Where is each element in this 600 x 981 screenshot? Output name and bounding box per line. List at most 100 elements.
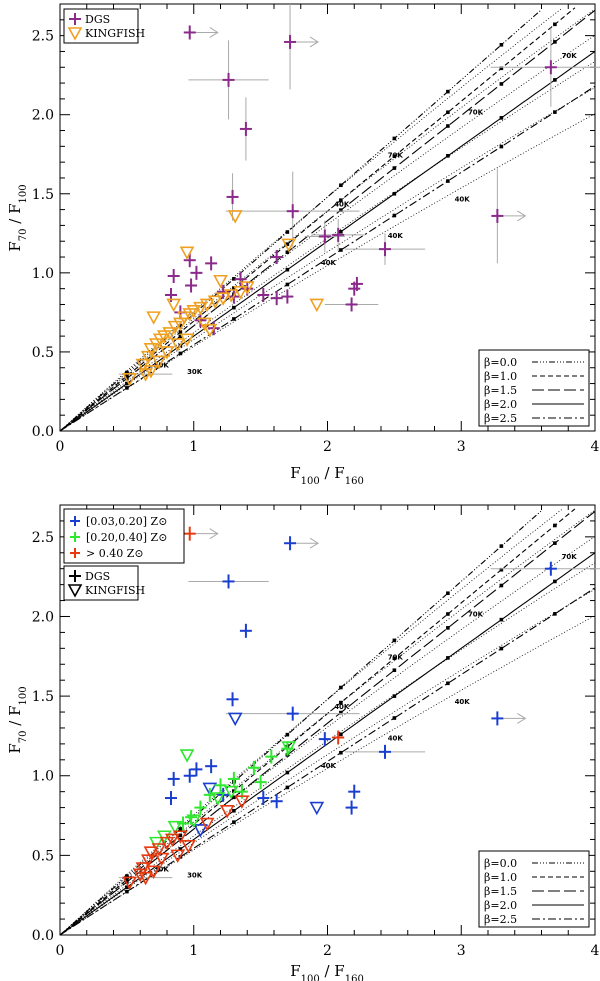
kingfish-triangle-marker: [186, 814, 202, 829]
model-temperature-marker: [178, 837, 183, 842]
model-legend-label: β=2.5: [484, 412, 517, 425]
model-temperature-marker: [232, 286, 236, 290]
model-temperature-marker: [285, 250, 290, 255]
temperature-label: 40K: [455, 698, 471, 706]
model-temperature-marker: [392, 136, 397, 141]
model-temperature-marker: [499, 43, 504, 47]
temperature-label: 40K: [321, 762, 337, 770]
temperature-label: 40K: [321, 259, 337, 267]
model-temperature-marker: [178, 334, 183, 339]
temperature-label: 70K: [388, 653, 404, 661]
kingfish-triangle-marker: [138, 871, 153, 886]
model-temperature-marker: [446, 656, 450, 660]
model-legend-label: β=1.0: [484, 370, 517, 383]
kingfish-triangle-marker: [151, 355, 167, 370]
legend-models-top: β=0.0β=1.0β=1.5β=2.0β=2.5: [478, 349, 590, 427]
model-temperature-marker: [499, 544, 504, 548]
panel-top: 0 1 2 3 4 0.0 0.5 1.0 1.5 2.0 2.5 70K 70K 70K 40K 40K 4…: [6, 3, 600, 487]
model-temperature-marker: [499, 144, 504, 149]
kingfish-triangle-marker: [213, 274, 228, 289]
model-temperature-marker: [339, 229, 343, 234]
model-temperature-marker: [339, 732, 343, 737]
model-temperature-marker: [125, 386, 129, 390]
x-tick-label: 4: [591, 943, 600, 959]
y-tick-label: 0.5: [32, 345, 54, 361]
model-temperature-marker: [178, 833, 183, 838]
model-temperature-marker: [499, 116, 504, 120]
legend-metallicity-bottom: [0.03,0.20] Z⊙ [0.20,0.40] Z⊙ > 0.40 Z⊙ DGS…: [63, 508, 185, 601]
model-legend-label: β=2.0: [484, 398, 517, 411]
model-temperature-marker: [232, 305, 236, 310]
y-tick-label: 0.0: [32, 424, 54, 440]
model-legend-label: β=1.5: [484, 885, 517, 898]
kingfish-triangle-marker: [159, 346, 175, 360]
model-temperature-marker: [125, 877, 129, 882]
y-tick-label: 0.0: [32, 928, 54, 944]
model-temperature-marker: [125, 874, 129, 878]
legend-models-bottom: β=0.0β=1.0β=1.5β=2.0β=2.5: [478, 850, 590, 928]
model-temperature-marker: [553, 541, 557, 545]
model-temperature-marker: [553, 579, 557, 584]
model-temperature-marker: [446, 124, 450, 128]
model-temperature-marker: [499, 66, 504, 71]
kingfish-triangle-marker: [233, 286, 248, 300]
model-temperature-marker: [499, 82, 504, 86]
model-temperature-marker: [446, 179, 450, 183]
model-curve-beta-2-5: [59, 587, 596, 936]
model-temperature-marker: [553, 612, 557, 616]
model-temperature-marker: [392, 191, 397, 196]
model-temperature-marker: [553, 22, 557, 27]
limit-arrow-head: [517, 712, 527, 724]
model-temperature-marker: [125, 370, 129, 375]
model-temperature-marker: [285, 770, 290, 775]
model-temperature-marker: [232, 277, 236, 281]
y-tick-label: 2.5: [32, 530, 54, 546]
model-temperature-marker: [285, 732, 290, 737]
limit-arrow-head: [209, 27, 219, 38]
kingfish-triangle-marker: [140, 854, 156, 868]
model-temperature-marker: [178, 847, 183, 851]
kingfish-triangle-marker: [186, 305, 202, 319]
kingfish-triangle-marker: [210, 792, 226, 806]
kingfish-triangle-marker: [151, 843, 167, 857]
model-temperature-marker: [392, 668, 397, 673]
model-temperature-marker: [499, 583, 504, 588]
y-axis-label-bottom: F70 / F100: [6, 686, 29, 753]
model-temperature-marker: [446, 154, 450, 158]
model-temperature-marker: [392, 166, 397, 170]
kingfish-triangle-marker: [143, 846, 159, 860]
kingfish-triangle-marker: [239, 281, 255, 295]
kingfish-triangle-marker: [202, 782, 218, 797]
model-temperature-marker: [339, 198, 343, 202]
x-tick-label: 3: [457, 943, 466, 959]
legend-label: [0.03,0.20] Z⊙: [86, 515, 167, 528]
kingfish-triangle-marker: [135, 358, 151, 373]
model-temperature-marker: [446, 626, 450, 630]
y-tick-label: 1.5: [32, 187, 54, 203]
model-temperature-marker: [232, 808, 236, 813]
model-temperature-marker: [446, 89, 450, 94]
limit-arrow-head: [517, 210, 527, 222]
x-tick-label: 2: [323, 439, 332, 455]
model-curve-beta-0-0: [59, 9, 542, 432]
x-tick-label: 0: [56, 439, 65, 455]
data-points-top: [118, 4, 600, 387]
model-temperature-marker: [232, 317, 236, 321]
y-tick-label: 1.5: [32, 689, 54, 705]
model-legend-label: β=0.0: [484, 356, 517, 369]
model-temperature-marker: [553, 78, 557, 82]
temperature-label: 40K: [334, 703, 350, 711]
y-tick-label: 2.0: [32, 108, 54, 124]
kingfish-triangle-marker: [219, 804, 235, 819]
temperature-label: 40K: [388, 735, 404, 743]
temperature-label: 70K: [468, 610, 484, 618]
kingfish-triangle-marker: [146, 865, 161, 879]
model-temperature-marker: [553, 110, 557, 114]
model-legend-box: [478, 349, 590, 427]
model-temperature-marker: [339, 183, 343, 188]
legend-triangle-icon: [67, 584, 83, 598]
model-curve-beta-2-0: [59, 50, 596, 432]
kingfish-triangle-marker: [227, 210, 243, 224]
model-temperature-marker: [178, 323, 183, 328]
